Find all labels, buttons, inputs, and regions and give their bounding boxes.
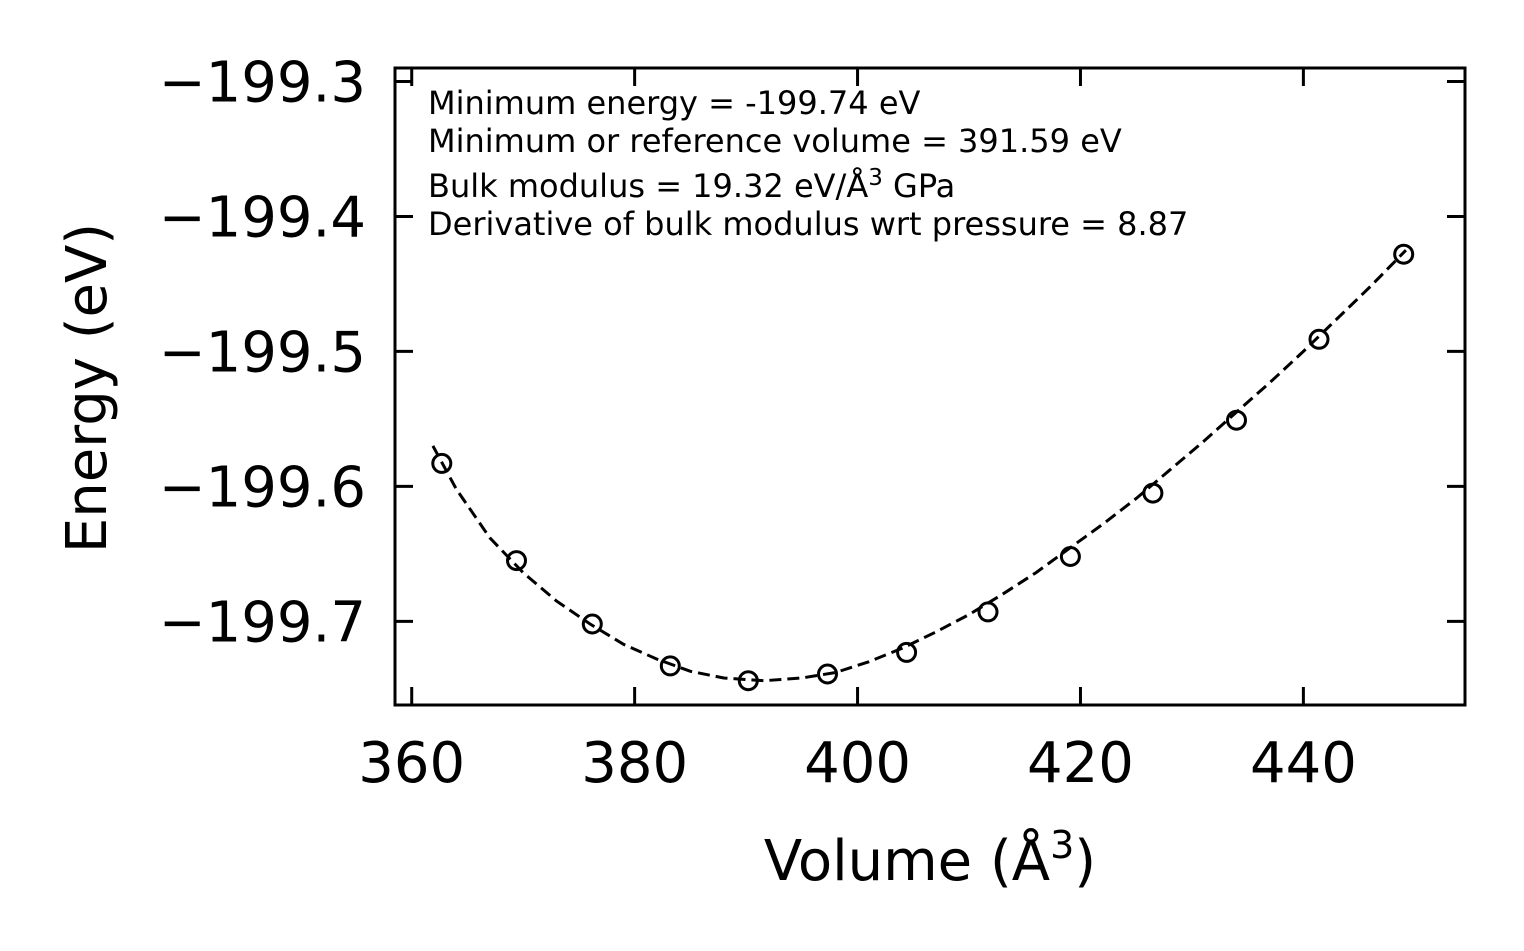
y-tick-label: −199.4 <box>159 185 366 250</box>
plot-frame <box>393 66 1467 707</box>
data-point <box>817 663 838 685</box>
y-tick-label: −199.3 <box>159 50 366 115</box>
y-tick-label: −199.5 <box>159 320 366 385</box>
annotation-bulk-modulus-derivative: Derivative of bulk modulus wrt pressure … <box>428 205 1188 243</box>
data-point <box>1393 243 1415 265</box>
annotation-box: Minimum energy = -199.74 eV Minimum or r… <box>428 84 1188 243</box>
x-tick-label: 400 <box>804 731 911 796</box>
data-point <box>977 601 999 623</box>
y-axis-label: Energy (eV) <box>55 223 120 553</box>
data-point <box>581 613 603 635</box>
data-point <box>1308 328 1330 350</box>
data-point <box>1226 409 1247 431</box>
x-tick-label: 440 <box>1250 731 1357 796</box>
x-axis-label: Volume (Å3) <box>764 823 1096 894</box>
x-tick-label: 380 <box>581 731 688 796</box>
plot-content <box>431 243 1415 692</box>
axis-ticks <box>395 68 1465 705</box>
data-point <box>431 452 453 474</box>
annotation-min-volume: Minimum or reference volume = 391.59 eV <box>428 122 1122 160</box>
y-tick-label: −199.7 <box>159 590 366 655</box>
annotation-min-energy: Minimum energy = -199.74 eV <box>428 84 921 122</box>
axis-tick-labels: 360 380 400 420 440 −199.3 −199.4 −199.5 −199.6 −… <box>159 50 1357 796</box>
data-point <box>896 641 918 663</box>
annotation-bulk-modulus: Bulk modulus = 19.32 eV/Å3 GPa <box>428 165 955 205</box>
x-tick-label: 420 <box>1027 731 1134 796</box>
data-point <box>506 550 527 572</box>
data-point <box>1059 546 1081 567</box>
data-point <box>737 670 759 692</box>
data-point <box>659 655 681 677</box>
x-tick-label: 360 <box>358 731 465 796</box>
data-point <box>1142 482 1164 504</box>
y-tick-label: −199.6 <box>159 455 366 520</box>
